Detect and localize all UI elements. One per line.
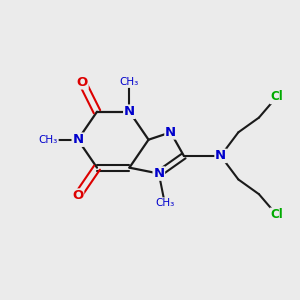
Text: O: O (72, 189, 83, 202)
Text: N: N (165, 126, 176, 139)
Text: N: N (153, 167, 164, 180)
Text: Cl: Cl (270, 91, 283, 103)
Text: O: O (77, 76, 88, 89)
Text: N: N (72, 133, 83, 146)
Text: Cl: Cl (270, 208, 283, 221)
Text: N: N (215, 149, 226, 162)
Text: CH₃: CH₃ (155, 198, 174, 208)
Text: CH₃: CH₃ (120, 77, 139, 87)
Text: N: N (124, 105, 135, 118)
Text: CH₃: CH₃ (39, 135, 58, 145)
